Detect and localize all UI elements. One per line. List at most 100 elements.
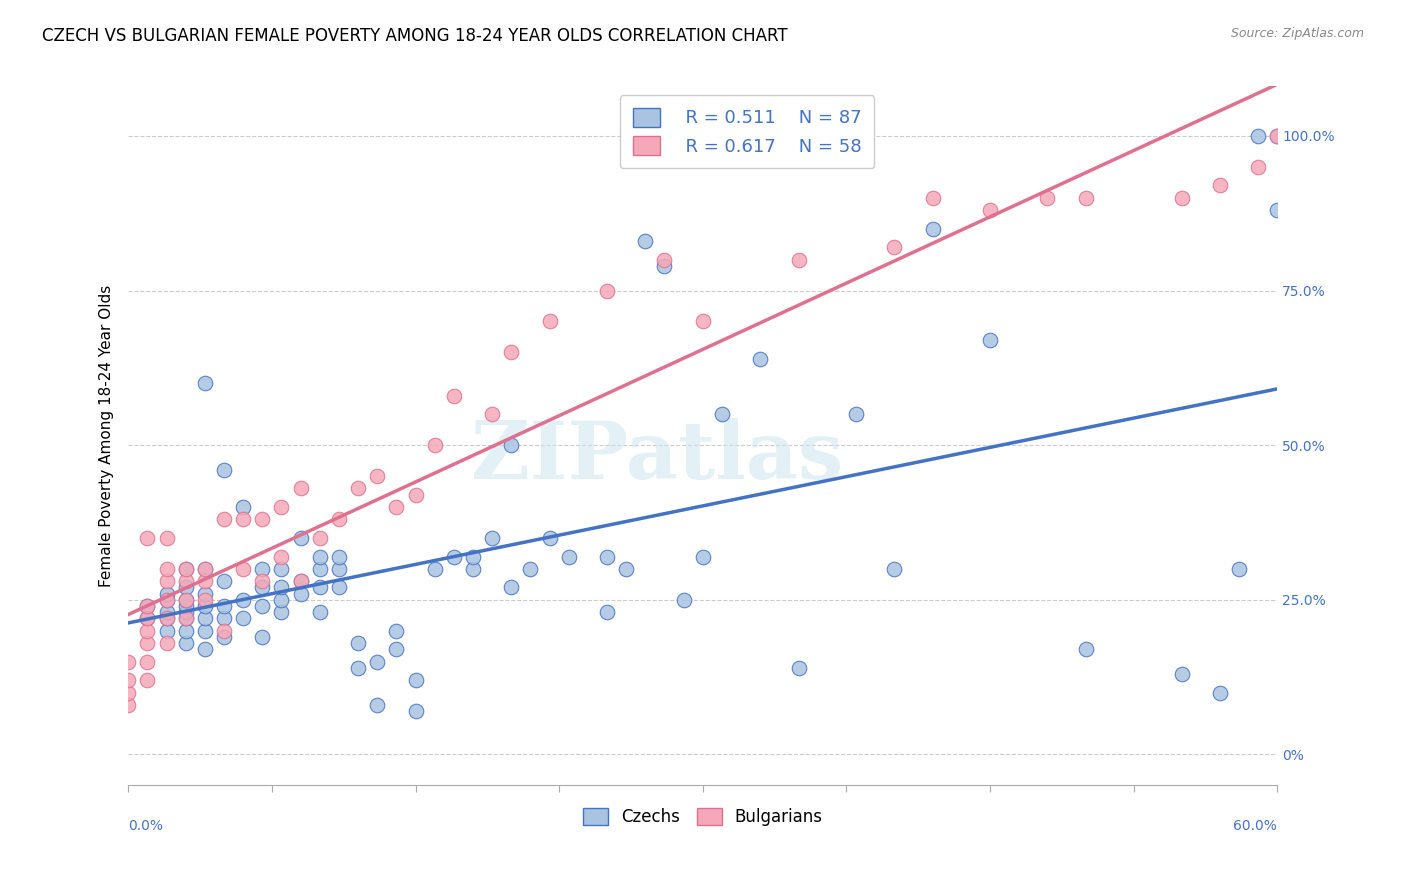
Point [308,605,330,619]
Point [366,655,388,669]
Point [328,512,350,526]
Point [979,203,1001,218]
Point [787,252,810,267]
Point [405,704,427,718]
Point [1170,191,1192,205]
Point [155,587,177,601]
Point [405,488,427,502]
Point [308,562,330,576]
Point [270,581,292,595]
Point [174,605,197,619]
Point [481,407,503,421]
Point [212,512,235,526]
Point [194,574,217,589]
Point [501,581,523,595]
Point [252,562,274,576]
Point [155,562,177,576]
Point [501,345,523,359]
Point [883,562,905,576]
Point [1227,562,1250,576]
Point [328,581,350,595]
Point [290,482,312,496]
Point [212,574,235,589]
Point [308,581,330,595]
Point [557,549,579,564]
Point [290,531,312,545]
Point [155,592,177,607]
Point [461,549,484,564]
Point [328,562,350,576]
Point [117,685,139,699]
Point [212,463,235,477]
Point [212,611,235,625]
Point [194,376,217,391]
Point [1265,128,1288,143]
Point [385,642,408,657]
Point [212,599,235,613]
Point [252,581,274,595]
Point [443,549,465,564]
Point [155,574,177,589]
Point [252,574,274,589]
Point [136,655,159,669]
Point [174,624,197,638]
Point [174,592,197,607]
Point [1209,178,1232,193]
Point [232,500,254,514]
Point [270,592,292,607]
Point [174,636,197,650]
Point [155,605,177,619]
Point [672,592,695,607]
Point [136,636,159,650]
Text: 60.0%: 60.0% [1233,819,1277,833]
Point [136,673,159,688]
Point [290,574,312,589]
Point [328,549,350,564]
Point [212,630,235,644]
Point [155,531,177,545]
Text: ZIPatlas: ZIPatlas [471,417,844,496]
Point [710,407,733,421]
Point [252,599,274,613]
Point [117,655,139,669]
Point [117,673,139,688]
Point [136,599,159,613]
Point [136,611,159,625]
Point [692,314,714,328]
Point [614,562,637,576]
Point [194,587,217,601]
Point [347,482,370,496]
Point [1265,128,1288,143]
Point [596,549,619,564]
Point [596,284,619,298]
Point [366,469,388,483]
Point [290,587,312,601]
Point [1074,191,1097,205]
Point [174,611,197,625]
Point [596,605,619,619]
Point [1209,685,1232,699]
Point [883,240,905,254]
Point [347,636,370,650]
Point [845,407,868,421]
Point [538,314,561,328]
Point [1247,160,1270,174]
Point [194,611,217,625]
Point [117,698,139,712]
Point [174,574,197,589]
Point [519,562,541,576]
Point [194,592,217,607]
Point [136,531,159,545]
Point [155,636,177,650]
Point [481,531,503,545]
Point [270,549,292,564]
Point [1036,191,1059,205]
Point [405,673,427,688]
Point [1074,642,1097,657]
Legend: Czechs, Bulgarians: Czechs, Bulgarians [576,802,830,833]
Point [654,252,676,267]
Point [194,562,217,576]
Point [174,599,197,613]
Point [979,333,1001,347]
Point [501,438,523,452]
